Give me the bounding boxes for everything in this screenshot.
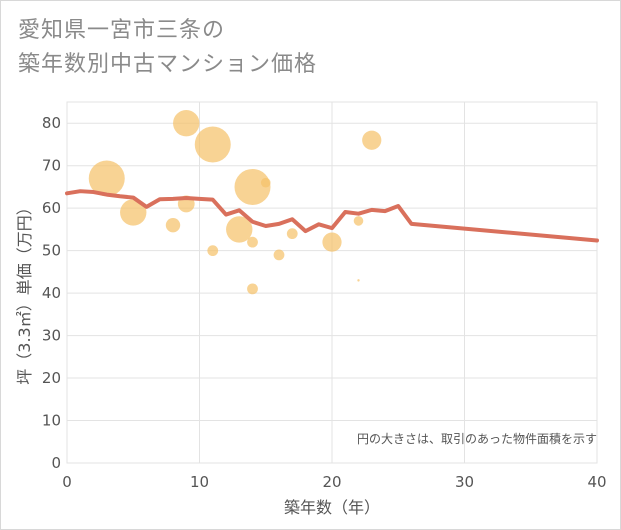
y-tick-label: 20 — [42, 369, 61, 387]
tick-labels: 0 10 20 30 40 0 10 20 30 40 50 60 70 80 — [42, 114, 607, 491]
y-tick-label: 60 — [42, 199, 61, 217]
bubble-point — [260, 177, 271, 188]
bubble-point — [120, 199, 147, 226]
bubble-point — [88, 160, 125, 197]
bubble-point — [273, 249, 285, 261]
y-tick-label: 40 — [42, 284, 61, 302]
bubble-point — [322, 232, 342, 252]
bubble-point — [165, 217, 181, 233]
y-tick-label: 80 — [42, 114, 61, 132]
chart-title-line2: 築年数別中古マンション価格 — [18, 52, 318, 77]
bubble-point — [247, 236, 258, 248]
y-axis-label: 坪（3.3㎡）単価（万円） — [15, 199, 34, 384]
bubble-point — [286, 228, 298, 240]
bubble-point — [353, 216, 364, 226]
bubble-point — [247, 283, 258, 295]
bubble-point — [194, 126, 231, 163]
y-tick-label: 50 — [42, 242, 61, 260]
trend-line-group — [65, 189, 599, 243]
x-tick-label: 10 — [190, 473, 209, 491]
trend-line — [65, 189, 599, 243]
y-tick-label: 30 — [42, 327, 61, 345]
x-tick-label: 30 — [455, 473, 474, 491]
y-tick-label: 10 — [42, 412, 61, 430]
size-note: 円の大きさは、取引のあった物件面積を示す — [357, 431, 597, 446]
x-tick-label: 40 — [587, 473, 606, 491]
x-tick-label: 0 — [62, 473, 72, 491]
y-tick-label: 70 — [42, 157, 61, 175]
grid-lines — [66, 101, 598, 464]
bubble-point — [357, 279, 360, 282]
bubble-point — [234, 168, 271, 205]
chart-title: 愛知県一宮市三条の 築年数別中古マンション価格 — [18, 14, 317, 82]
x-tick-label: 20 — [322, 473, 341, 491]
x-axis-label: 築年数（年） — [284, 498, 380, 517]
bubble-series — [88, 110, 382, 295]
bubble-point — [226, 216, 253, 243]
chart-title-line1: 愛知県一宮市三条の — [18, 18, 226, 43]
y-tick-label: 0 — [51, 454, 61, 472]
bubble-point — [362, 130, 382, 150]
bubble-point — [173, 110, 200, 137]
bubble-point — [207, 245, 219, 257]
